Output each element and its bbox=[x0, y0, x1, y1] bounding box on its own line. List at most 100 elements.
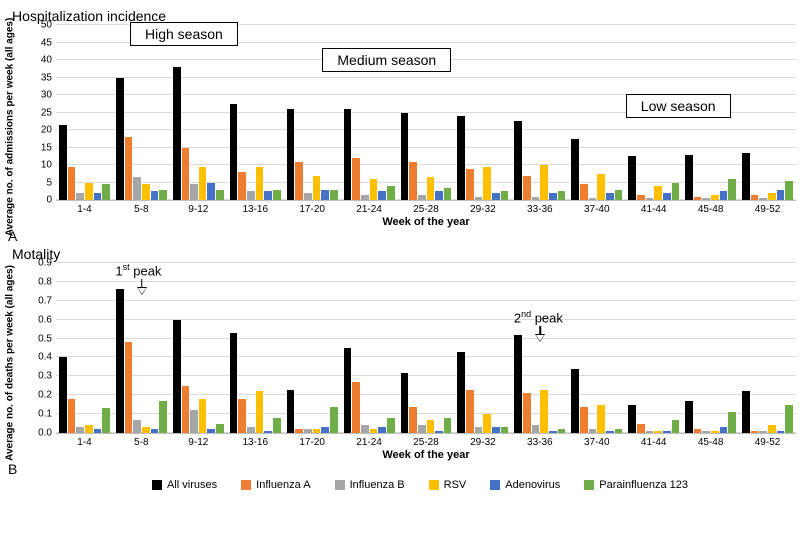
bar-fluB bbox=[304, 193, 312, 200]
panel-a: Average no. of admissions per week (all … bbox=[16, 26, 796, 228]
bar-adeno bbox=[549, 193, 557, 200]
x-tick: 21-24 bbox=[341, 434, 398, 448]
bar-fluA bbox=[637, 195, 645, 200]
bar-rsv bbox=[85, 425, 93, 433]
bar-group bbox=[739, 26, 796, 200]
legend-label: Parainfluenza 123 bbox=[599, 479, 688, 491]
bar-fluB bbox=[361, 425, 369, 433]
bar-all bbox=[116, 78, 124, 201]
legend-label: Influenza B bbox=[350, 479, 405, 491]
legend: All virusesInfluenza AInfluenza BRSVAden… bbox=[46, 479, 794, 491]
bar-adeno bbox=[435, 191, 443, 200]
x-tick: 33-36 bbox=[511, 434, 568, 448]
bar-fluA bbox=[694, 197, 702, 201]
y-tick: 0.9 bbox=[38, 258, 56, 269]
legend-label: Influenza A bbox=[256, 479, 310, 491]
x-tick: 25-28 bbox=[398, 201, 455, 215]
arrow-down-icon bbox=[540, 326, 541, 342]
x-tick: 49-52 bbox=[739, 201, 796, 215]
bar-fluB bbox=[304, 429, 312, 433]
bar-adeno bbox=[378, 191, 386, 200]
bar-fluA bbox=[409, 407, 417, 433]
bar-all bbox=[742, 153, 750, 200]
bar-parainf bbox=[615, 429, 623, 433]
bar-fluB bbox=[133, 177, 141, 200]
bar-fluA bbox=[125, 137, 133, 200]
bar-fluA bbox=[523, 393, 531, 433]
panel-a-letter: A bbox=[8, 228, 794, 244]
bar-fluA bbox=[182, 386, 190, 433]
bar-group bbox=[568, 264, 625, 433]
bar-adeno bbox=[492, 193, 500, 200]
bar-all bbox=[457, 352, 465, 433]
bar-fluB bbox=[759, 198, 767, 200]
bar-all bbox=[457, 116, 465, 200]
bar-parainf bbox=[387, 186, 395, 200]
y-tick: 50 bbox=[41, 20, 56, 31]
bar-group bbox=[170, 264, 227, 433]
bar-parainf bbox=[159, 190, 167, 201]
legend-swatch-icon bbox=[152, 480, 162, 490]
bar-all bbox=[59, 125, 67, 200]
bar-fluA bbox=[352, 158, 360, 200]
bar-adeno bbox=[321, 427, 329, 433]
x-tick: 13-16 bbox=[227, 434, 284, 448]
bar-group bbox=[511, 26, 568, 200]
legend-item: Influenza A bbox=[241, 479, 310, 491]
bar-adeno bbox=[264, 191, 272, 200]
bar-all bbox=[628, 156, 636, 200]
bar-fluB bbox=[418, 195, 426, 200]
y-tick: 20 bbox=[41, 125, 56, 136]
y-tick: 0.2 bbox=[38, 390, 56, 401]
bar-fluA bbox=[182, 148, 190, 201]
panel-a-plot: 05101520253035404550High seasonMedium se… bbox=[56, 26, 796, 201]
bar-fluB bbox=[247, 427, 255, 433]
x-tick: 33-36 bbox=[511, 201, 568, 215]
y-tick: 0.3 bbox=[38, 371, 56, 382]
x-tick: 29-32 bbox=[454, 434, 511, 448]
bar-adeno bbox=[94, 429, 102, 433]
bar-rsv bbox=[199, 167, 207, 200]
bar-rsv bbox=[711, 195, 719, 200]
bar-fluA bbox=[523, 176, 531, 201]
bar-group bbox=[341, 264, 398, 433]
panel-a-y-label: Average no. of admissions per week (all … bbox=[5, 18, 16, 237]
legend-swatch-icon bbox=[335, 480, 345, 490]
bar-rsv bbox=[256, 391, 264, 433]
bar-parainf bbox=[159, 401, 167, 433]
legend-label: RSV bbox=[444, 479, 467, 491]
bar-fluB bbox=[759, 431, 767, 433]
bar-rsv bbox=[199, 399, 207, 433]
bar-fluB bbox=[646, 431, 654, 433]
y-tick: 0 bbox=[46, 195, 56, 206]
bar-fluA bbox=[68, 167, 76, 200]
bar-adeno bbox=[492, 427, 500, 433]
x-tick: 45-48 bbox=[682, 434, 739, 448]
bar-all bbox=[173, 67, 181, 200]
peak-label: 1st peak bbox=[115, 262, 161, 278]
bar-fluB bbox=[589, 429, 597, 433]
bar-group bbox=[56, 26, 113, 200]
bar-rsv bbox=[597, 405, 605, 433]
y-tick: 35 bbox=[41, 72, 56, 83]
bar-parainf bbox=[216, 190, 224, 201]
x-tick: 5-8 bbox=[113, 434, 170, 448]
bar-fluB bbox=[418, 425, 426, 433]
season-box: Low season bbox=[626, 94, 731, 118]
bar-rsv bbox=[427, 177, 435, 200]
bar-fluA bbox=[238, 399, 246, 433]
bar-fluB bbox=[76, 427, 84, 433]
x-tick: 1-4 bbox=[56, 201, 113, 215]
bar-group bbox=[682, 264, 739, 433]
bar-all bbox=[230, 333, 238, 433]
bar-all bbox=[59, 357, 67, 433]
bar-rsv bbox=[483, 414, 491, 433]
bar-adeno bbox=[321, 190, 329, 201]
bar-adeno bbox=[720, 191, 728, 200]
bar-parainf bbox=[501, 191, 509, 200]
legend-item: Influenza B bbox=[335, 479, 405, 491]
bar-parainf bbox=[728, 179, 736, 200]
bar-fluA bbox=[751, 431, 759, 433]
x-tick: 37-40 bbox=[568, 434, 625, 448]
bar-group bbox=[454, 264, 511, 433]
